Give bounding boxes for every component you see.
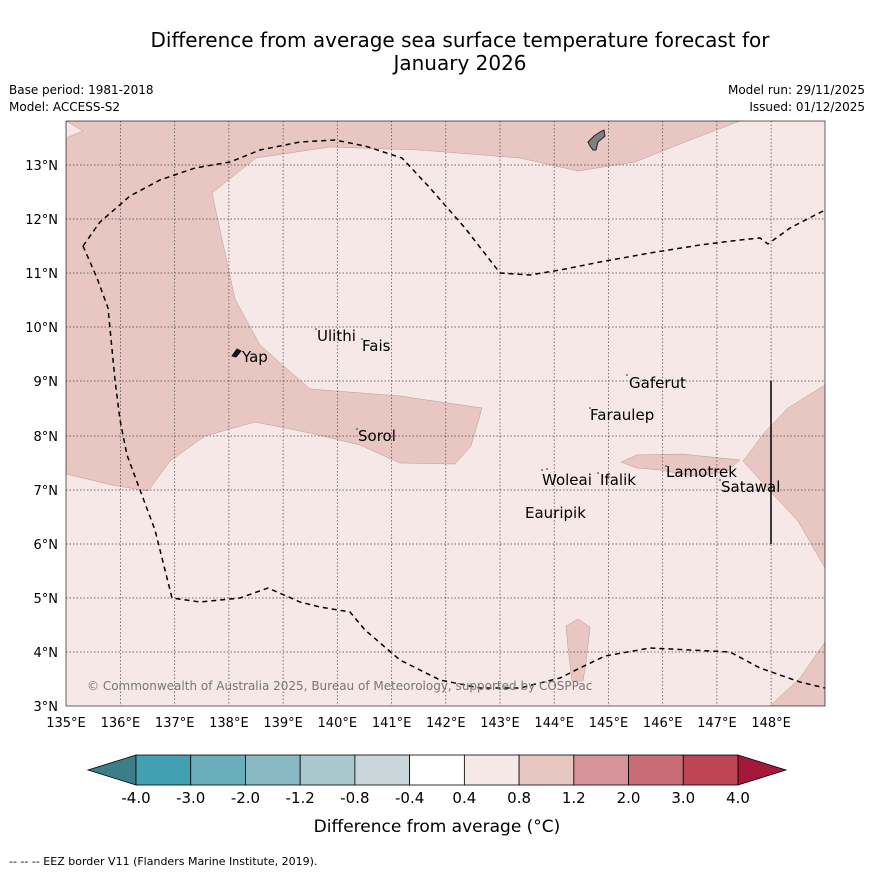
- lon-tick-label: 139°E: [263, 716, 303, 731]
- label-yap: Yap: [241, 348, 268, 366]
- colorbar-swatch: [299, 754, 356, 786]
- lat-tick-label: 9°N: [34, 375, 59, 390]
- issued-text: Issued: 01/12/2025: [749, 100, 865, 114]
- colorbar-over-arrow: [737, 754, 788, 786]
- lon-tick-label: 140°E: [318, 716, 358, 731]
- lon-tick-label: 136°E: [101, 716, 141, 731]
- yap-island: [231, 348, 242, 358]
- lon-tick-label: 142°E: [426, 716, 466, 731]
- label-faraulep: Faraulep: [590, 406, 654, 424]
- lat-tick-label: 11°N: [25, 267, 58, 282]
- colorbar-tick-label: -0.4: [395, 789, 424, 807]
- label-satawal: Satawal: [721, 478, 780, 496]
- lat-tick-label: 5°N: [34, 592, 59, 607]
- anomaly-08-12-southeast: [769, 641, 825, 706]
- anomaly-08-12-north: [66, 121, 741, 492]
- colorbar-tick-label: 3.0: [671, 789, 695, 807]
- label-lamotrek: Lamotrek: [666, 463, 737, 481]
- colorbar-swatch: [409, 754, 465, 786]
- colorbar-tick-label: -3.0: [176, 789, 205, 807]
- eez-borders: [82, 139, 825, 689]
- colorbar-tick-label: -4.0: [121, 789, 150, 807]
- colorbar-swatch: [518, 754, 575, 786]
- model-run-text: Model run: 29/11/2025: [727, 83, 865, 97]
- colorbar-swatch: [628, 754, 684, 786]
- colorbar-swatch: [573, 754, 629, 786]
- colorbar-tick-label: 4.0: [726, 789, 750, 807]
- colorbar-tick-label: -1.2: [286, 789, 315, 807]
- lon-tick-label: 138°E: [209, 716, 249, 731]
- lon-tick-labels: 135°E 136°E 137°E 138°E 139°E 140°E 141°…: [46, 716, 791, 731]
- copyright-text: © Commonwealth of Australia 2025, Bureau…: [87, 679, 592, 693]
- lat-tick-label: 12°N: [25, 213, 58, 228]
- label-ulithi: Ulithi: [317, 327, 356, 345]
- label-sorol: Sorol: [358, 427, 396, 445]
- lon-tick-label: 145°E: [589, 716, 629, 731]
- lon-tick-label: 143°E: [480, 716, 520, 731]
- colorbar-tick-label: 1.2: [562, 789, 586, 807]
- lat-tick-label: 13°N: [25, 159, 58, 174]
- lon-tick-label: 147°E: [697, 716, 737, 731]
- colorbar-swatch: [245, 754, 301, 786]
- lon-tick-label: 141°E: [372, 716, 412, 731]
- map-gridlines: [66, 121, 825, 706]
- colorbar-swatch: [463, 754, 520, 786]
- lat-tick-label: 8°N: [34, 430, 59, 445]
- label-ifalik: Ifalik: [600, 471, 636, 489]
- label-eauripik: Eauripik: [525, 504, 586, 522]
- label-fais: Fais: [362, 337, 391, 355]
- lat-tick-label: 3°N: [34, 700, 59, 715]
- lon-tick-label: 148°E: [751, 716, 791, 731]
- colorbar-swatch: [682, 754, 739, 786]
- colorbar-tick-label: 2.0: [617, 789, 641, 807]
- anomaly-08-12-lamotrek: [620, 453, 741, 477]
- map-frame: [65, 120, 826, 707]
- guam-island: [587, 129, 606, 151]
- lat-tick-label: 4°N: [34, 646, 59, 661]
- colorbar-tick-label: 0.4: [452, 789, 476, 807]
- base-period-text: Base period: 1981-2018: [9, 83, 154, 97]
- model-text: Model: ACCESS-S2: [9, 100, 121, 114]
- map-title-line2: January 2026: [393, 51, 527, 75]
- lat-tick-labels: 3°N 4°N 5°N 6°N 7°N 8°N 9°N 10°N 11°N 12…: [25, 159, 58, 715]
- colorbar-swatch: [354, 754, 411, 786]
- colorbar-swatch: [135, 754, 192, 786]
- anomaly-08-12-east: [742, 384, 825, 569]
- lat-tick-label: 10°N: [25, 321, 58, 336]
- lon-tick-label: 135°E: [46, 716, 86, 731]
- eez-legend-text: -- -- -- EEZ border V11 (Flanders Marine…: [9, 855, 317, 868]
- colorbar: -4.0 -3.0 -2.0 -1.2 -0.8 -0.4 0.4 0.8 1.2 2.0 3.0 4…: [86, 754, 788, 807]
- lon-tick-label: 137°E: [155, 716, 195, 731]
- colorbar-label: Difference from average (°C): [314, 817, 561, 837]
- atoll-dots: [315, 328, 721, 481]
- colorbar-under-arrow: [86, 754, 137, 786]
- colorbar-tick-label: 0.8: [507, 789, 531, 807]
- label-gaferut: Gaferut: [629, 374, 686, 392]
- lat-tick-label: 7°N: [34, 484, 59, 499]
- lon-tick-label: 144°E: [534, 716, 574, 731]
- map-title-line1: Difference from average sea surface temp…: [150, 28, 770, 52]
- colorbar-swatch: [190, 754, 246, 786]
- colorbar-tick-label: -0.8: [340, 789, 369, 807]
- lon-tick-label: 146°E: [643, 716, 683, 731]
- lat-tick-label: 6°N: [34, 538, 59, 553]
- colorbar-tick-label: -2.0: [231, 789, 260, 807]
- label-woleai: Woleai: [542, 471, 592, 489]
